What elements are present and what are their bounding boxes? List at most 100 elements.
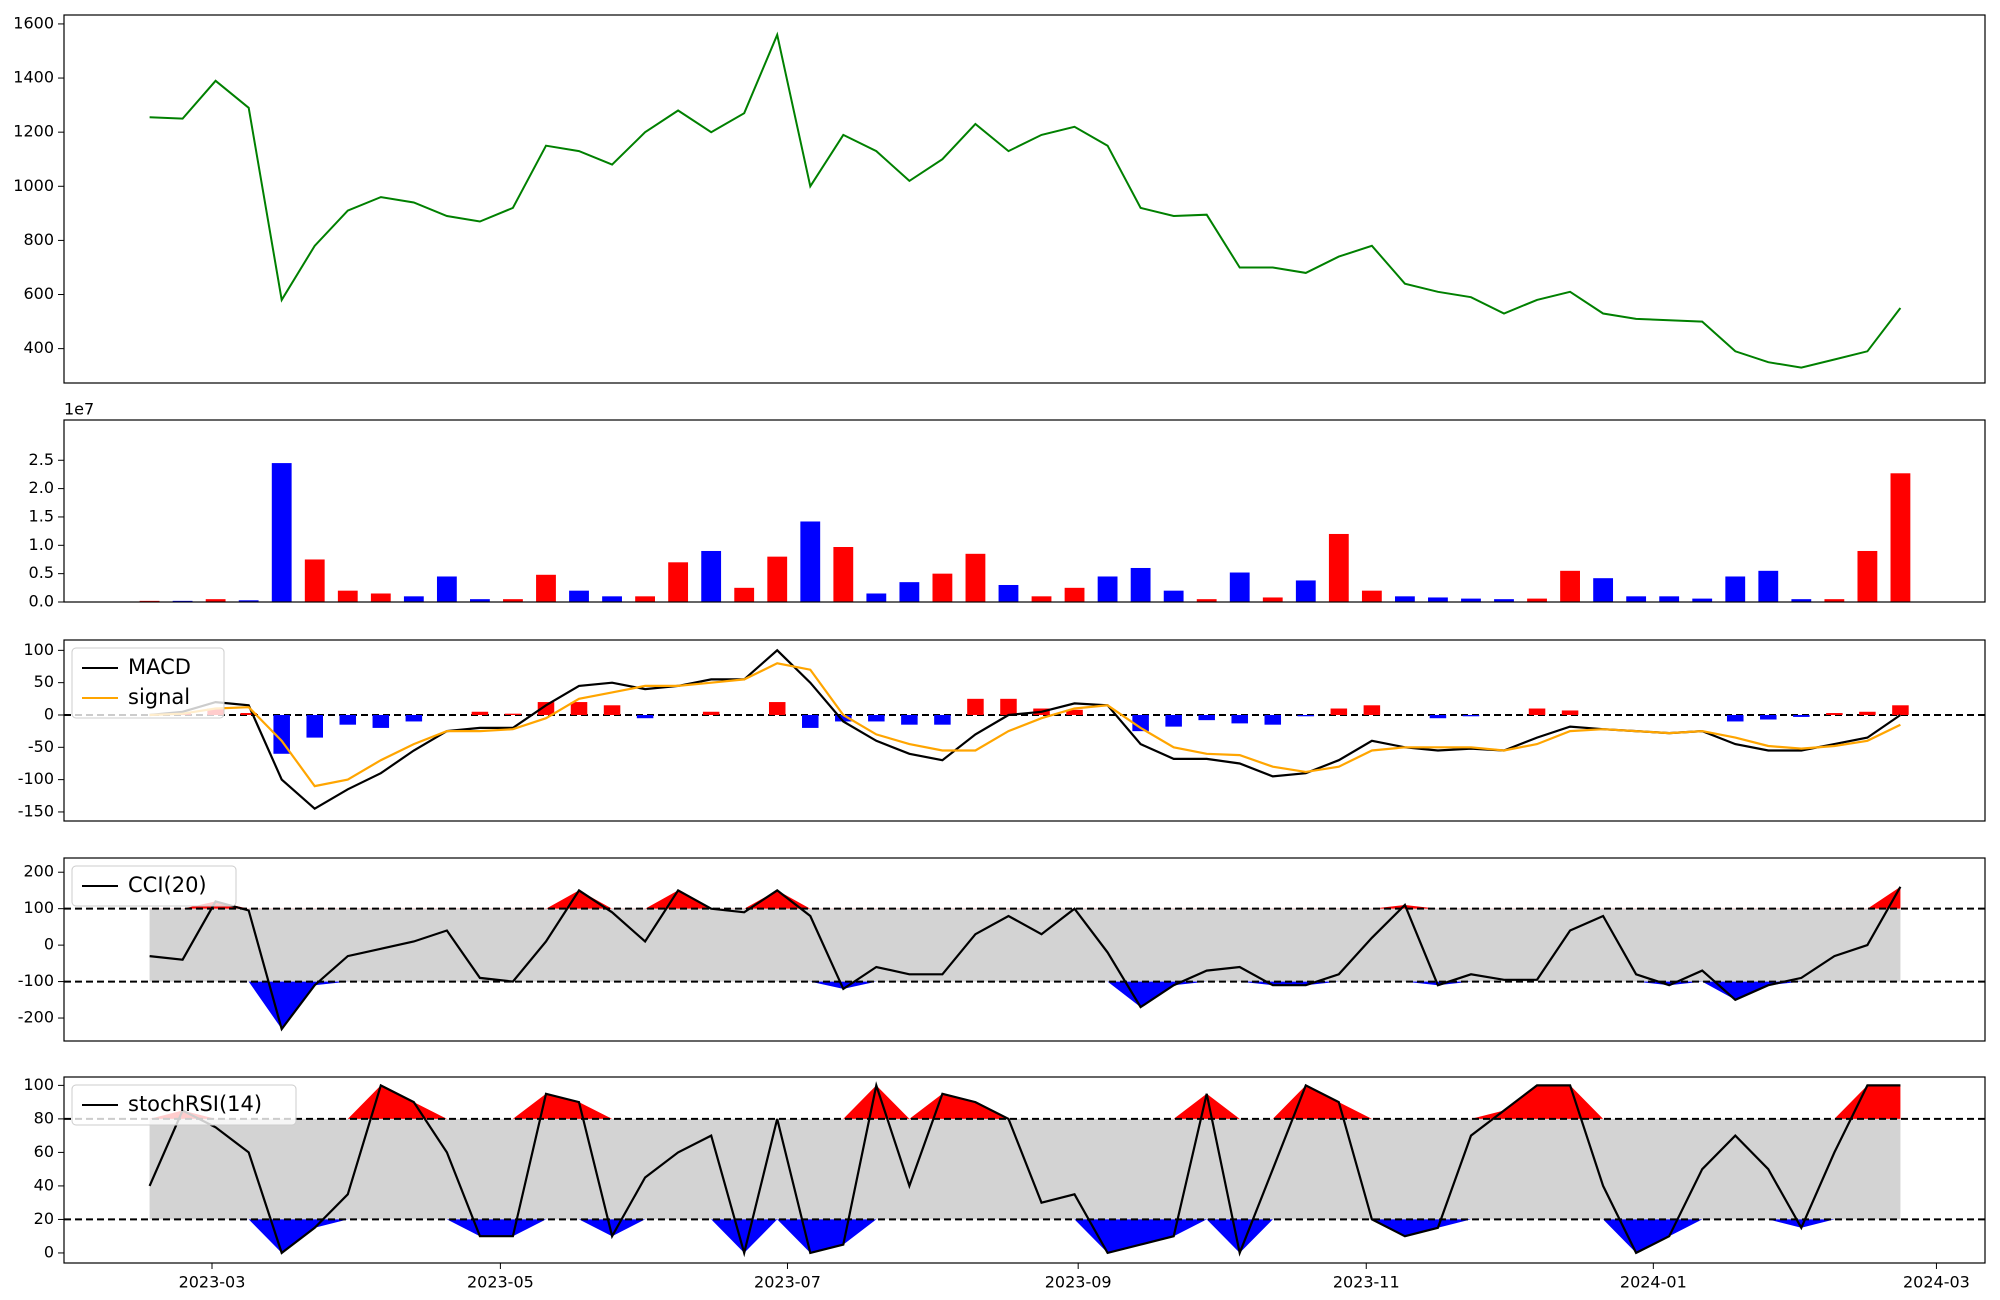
volume-bar xyxy=(304,559,325,602)
volume-bar xyxy=(668,562,689,602)
volume-bar xyxy=(1758,570,1779,602)
x-tick-label: 2023-11 xyxy=(1333,1273,1400,1292)
volume-bar xyxy=(436,576,457,602)
histogram-bar xyxy=(1330,708,1348,715)
volume-bar xyxy=(1031,596,1052,602)
x-tick-label: 2023-07 xyxy=(754,1273,821,1292)
y-tick-label: 1000 xyxy=(13,176,54,195)
histogram-bar xyxy=(603,705,621,715)
volume-bar xyxy=(1824,599,1845,602)
axes-frame xyxy=(63,1076,1986,1264)
x-tick-label: 2023-03 xyxy=(179,1273,246,1292)
histogram-bar xyxy=(273,714,290,754)
volume-bar xyxy=(1890,473,1911,602)
histogram-bar xyxy=(1231,714,1248,724)
histogram-bar xyxy=(1528,708,1546,715)
y-tick-label: 100 xyxy=(23,640,54,659)
histogram-bar xyxy=(835,714,852,722)
histogram-bar xyxy=(1066,709,1083,715)
y-tick-label: -100 xyxy=(18,971,54,990)
histogram-bar xyxy=(1363,705,1381,715)
volume-bar xyxy=(1659,596,1680,602)
histogram-bar xyxy=(1793,714,1810,717)
histogram-bar xyxy=(471,711,489,715)
axes-frame xyxy=(63,857,1986,1042)
oversold-fill xyxy=(149,981,1901,1029)
volume-bar xyxy=(1163,590,1184,602)
volume-bar xyxy=(1428,597,1448,602)
volume-bar xyxy=(238,600,259,602)
histogram-bar xyxy=(1760,714,1777,720)
histogram-bar xyxy=(1462,714,1480,717)
volume-bar xyxy=(1328,533,1349,602)
histogram-bar xyxy=(1826,713,1843,715)
line xyxy=(149,31,1902,369)
axes-frame xyxy=(63,639,1986,822)
histogram-bar xyxy=(504,713,522,715)
volume-bar xyxy=(503,599,523,602)
x-tick-label: 2024-01 xyxy=(1620,1273,1687,1292)
volume-bar xyxy=(833,547,854,602)
y-tick-label: -200 xyxy=(18,1008,54,1027)
volume-bar xyxy=(965,553,986,602)
histogram-bar xyxy=(339,714,357,725)
oversold-fill xyxy=(149,1219,1901,1253)
legend-box xyxy=(71,865,237,907)
volume-bar xyxy=(337,590,358,602)
volume-bar xyxy=(1262,597,1283,602)
volume-bar xyxy=(1295,580,1316,602)
histogram-bar xyxy=(901,714,918,725)
legend-label: MACD xyxy=(128,655,191,679)
volume-bar xyxy=(1361,590,1382,602)
histogram-bar xyxy=(1561,710,1579,715)
histogram-bar xyxy=(1165,714,1182,727)
neutral-band xyxy=(149,1118,1901,1220)
line xyxy=(149,662,1901,788)
histogram-bar xyxy=(240,713,257,715)
volume-bar xyxy=(1527,598,1547,602)
volume-bar xyxy=(635,596,656,602)
y-tick-label: -100 xyxy=(18,769,54,788)
y-tick-label: 600 xyxy=(23,284,54,303)
y-tick-label: 1600 xyxy=(13,13,54,32)
volume-bar xyxy=(205,599,226,602)
histogram-bar xyxy=(1000,698,1017,715)
volume-bar xyxy=(470,599,490,602)
volume-bar xyxy=(1593,578,1614,602)
legend-box xyxy=(71,647,225,719)
y-tick-label: 0.0 xyxy=(29,592,54,611)
histogram-bar xyxy=(868,714,885,722)
legend-box xyxy=(71,1084,297,1126)
offset-label: 1e7 xyxy=(64,400,94,419)
volume-bar xyxy=(1130,567,1151,602)
histogram-bar xyxy=(405,714,423,722)
y-tick-label: 1200 xyxy=(13,122,54,141)
y-tick-label: 60 xyxy=(34,1142,54,1161)
volume-bar xyxy=(370,593,391,602)
volume-bar xyxy=(602,596,622,602)
volume-bar xyxy=(998,584,1019,602)
volume-bar xyxy=(1064,587,1085,602)
y-tick-label: 200 xyxy=(23,862,54,881)
volume-bar xyxy=(1626,596,1647,602)
histogram-bar xyxy=(570,702,588,715)
overbought-fill xyxy=(149,886,1901,909)
histogram-bar xyxy=(768,702,786,715)
y-tick-label: 1.5 xyxy=(29,506,54,525)
volume-bar xyxy=(1196,599,1217,602)
y-tick-label: 400 xyxy=(23,338,54,357)
volume-bar xyxy=(271,463,292,602)
volume-bar xyxy=(1494,599,1514,602)
histogram-bar xyxy=(537,702,555,715)
volume-bar xyxy=(899,582,920,602)
volume-bar xyxy=(1394,596,1415,602)
volume-bar xyxy=(932,573,953,602)
histogram-bar xyxy=(1429,714,1447,719)
histogram-bar xyxy=(306,714,323,738)
histogram-bar xyxy=(802,714,819,728)
histogram-bar xyxy=(1132,714,1149,732)
volume-bar xyxy=(1791,599,1812,602)
y-tick-label: 0 xyxy=(44,704,54,723)
neutral-band xyxy=(149,908,1901,982)
